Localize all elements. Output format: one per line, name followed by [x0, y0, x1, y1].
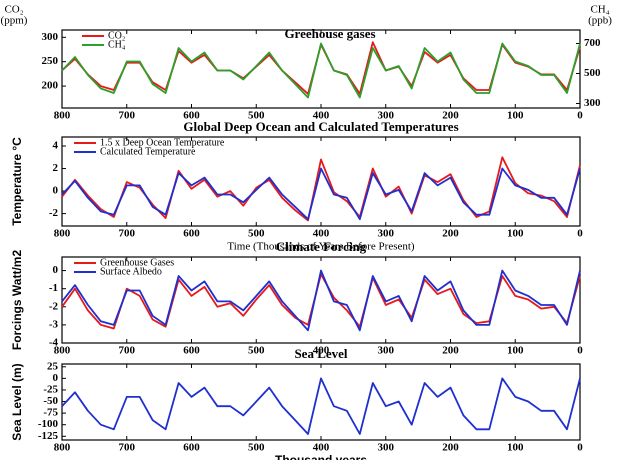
legend-label: CH₄	[108, 39, 126, 50]
x-tick-label: 800	[54, 345, 71, 357]
y-tick-label: 0	[53, 372, 59, 384]
x-tick-label: 700	[119, 110, 136, 122]
y-axis-label: CO₂	[4, 4, 23, 16]
x-tick-label: 600	[183, 110, 200, 122]
legend-label: Surface Albedo	[100, 266, 162, 277]
y-tick-label: 0	[53, 264, 59, 276]
y2-tick-label: 500	[584, 67, 601, 79]
y-tick-label: 25	[47, 360, 59, 372]
panel-title: Climate Forcing	[276, 239, 367, 254]
y-tick-label: -2	[49, 207, 59, 219]
x-tick-label: 200	[442, 110, 459, 122]
x-axis-label: Time (Thousands of Years Before Present)	[227, 241, 415, 253]
x-tick-label: 100	[507, 345, 524, 357]
x-tick-label: 200	[442, 442, 459, 454]
data-line	[61, 41, 581, 95]
legend-label: CO₂	[108, 30, 125, 41]
data-line	[61, 273, 581, 330]
x-tick-label: 0	[577, 345, 583, 357]
y-tick-label: -4	[49, 337, 59, 349]
x-tick-label: 600	[183, 442, 200, 454]
x-tick-label: 800	[54, 228, 71, 240]
y-axis-label: Sea Level (m)	[10, 363, 24, 440]
plot-frame	[61, 29, 581, 109]
x-tick-label: 0	[577, 110, 583, 122]
y-axis-label: Forcings Watt/m2	[10, 250, 24, 351]
x-tick-label: 400	[313, 345, 330, 357]
x-tick-label: 600	[183, 345, 200, 357]
data-line	[61, 269, 581, 332]
y-tick-label: -125	[38, 430, 59, 442]
x-tick-label: 500	[248, 345, 265, 357]
x-tick-label: 200	[442, 345, 459, 357]
x-tick-label: 0	[577, 228, 583, 240]
x-tick-label: 300	[378, 442, 395, 454]
x-tick-label: 300	[378, 345, 395, 357]
x-tick-label: 500	[248, 442, 265, 454]
x-tick-label: 700	[119, 442, 136, 454]
x-tick-label: 700	[119, 228, 136, 240]
x-tick-label: 400	[313, 228, 330, 240]
y2-tick-label: 700	[584, 37, 601, 49]
x-tick-label: 800	[54, 110, 71, 122]
data-line	[61, 42, 581, 99]
y-tick-label: -2	[49, 300, 59, 312]
x-tick-label: 300	[378, 228, 395, 240]
x-tick-label: 500	[248, 228, 265, 240]
data-line	[61, 377, 581, 435]
x-axis-label: Thousand years	[275, 453, 367, 460]
x-tick-label: 100	[507, 110, 524, 122]
y2-tick-label: 300	[584, 97, 601, 109]
x-tick-label: 400	[313, 442, 330, 454]
y-tick-label: 250	[42, 55, 59, 67]
y-tick-label: 200	[42, 80, 59, 92]
y-tick-label: -25	[43, 383, 58, 395]
x-tick-label: 0	[577, 442, 583, 454]
y-axis-label: (ppm)	[1, 15, 28, 27]
y-tick-label: -1	[49, 282, 58, 294]
y-tick-label: -100	[38, 418, 59, 430]
y-axis-label: Temperature °C	[10, 137, 24, 226]
x-tick-label: 200	[442, 228, 459, 240]
y-tick-label: 2	[53, 162, 59, 174]
panel-title: Sea Level	[294, 346, 347, 361]
x-tick-label: 800	[54, 442, 71, 454]
legend-label: 1.5 x Deep Ocean Temperature	[100, 137, 225, 148]
x-tick-label: 100	[507, 442, 524, 454]
legend-label: Calculated Temperature	[100, 146, 196, 157]
data-line	[61, 156, 581, 222]
y-tick-label: 300	[42, 31, 59, 43]
x-tick-label: 700	[119, 345, 136, 357]
x-tick-label: 100	[507, 228, 524, 240]
y-tick-label: -75	[43, 407, 58, 419]
data-line	[61, 167, 581, 221]
y-tick-label: -3	[49, 318, 59, 330]
legend-label: Greenhouse Gases	[100, 257, 174, 268]
x-tick-label: 300	[378, 110, 395, 122]
panel-title: Greehouse gases	[284, 26, 375, 41]
y-tick-label: 0	[53, 185, 59, 197]
x-tick-label: 400	[313, 110, 330, 122]
panel-title: Global Deep Ocean and Calculated Tempera…	[183, 119, 458, 134]
x-tick-label: 600	[183, 228, 200, 240]
y-tick-label: -50	[43, 395, 58, 407]
y-tick-label: 4	[53, 140, 59, 152]
y2-axis-label: (ppb)	[588, 15, 612, 27]
y2-axis-label: CH₄	[590, 4, 609, 16]
plot-frame	[61, 363, 581, 441]
x-tick-label: 500	[248, 110, 265, 122]
